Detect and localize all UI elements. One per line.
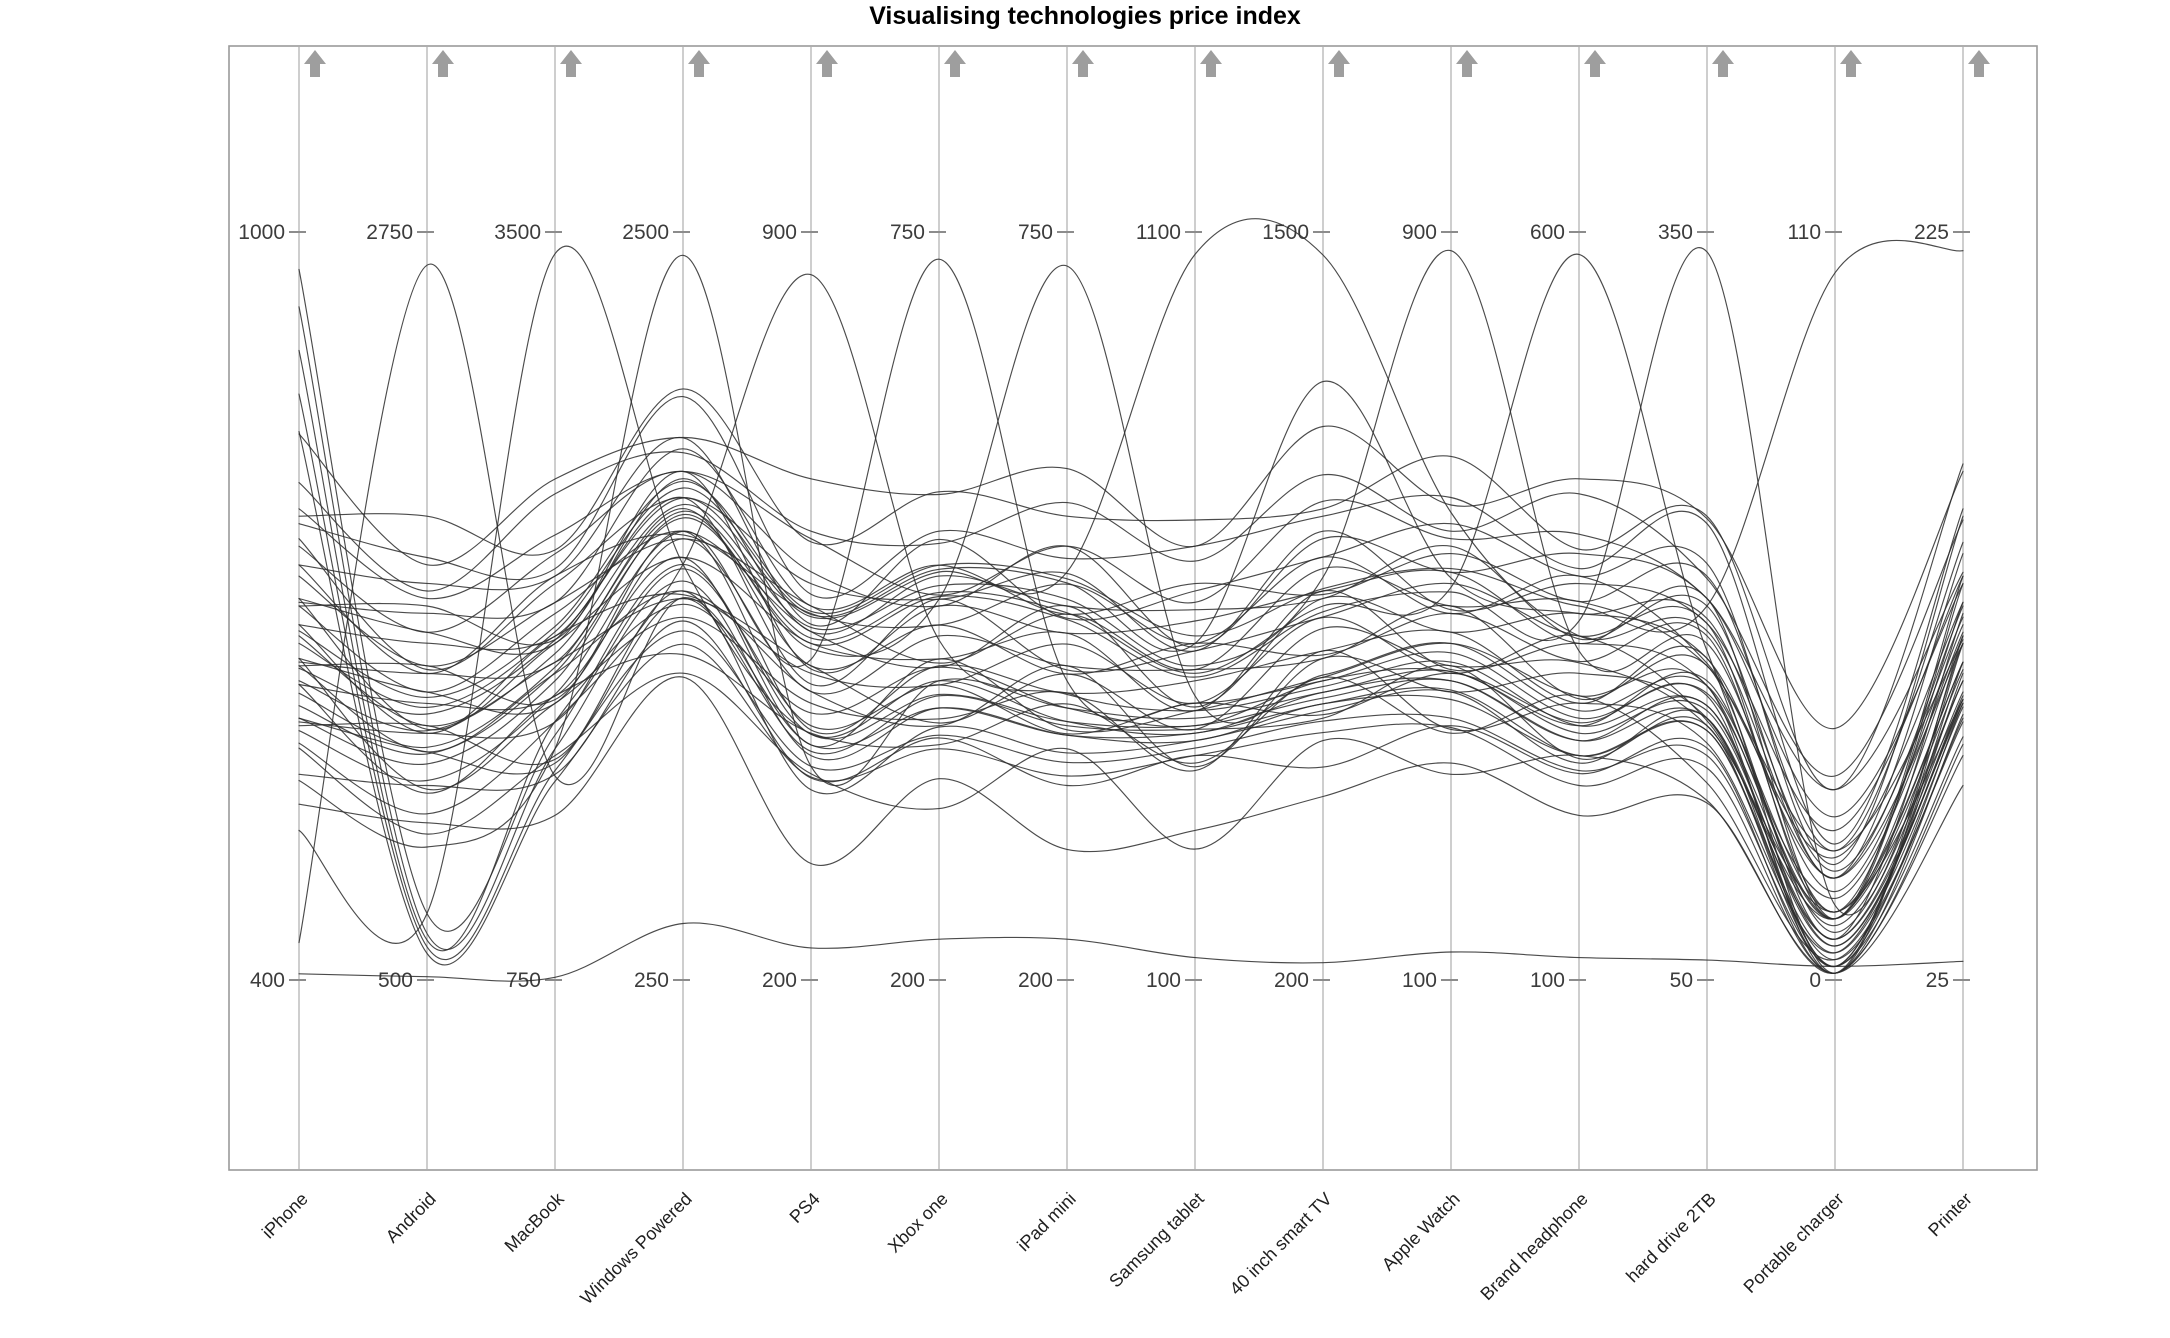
axis-min-label: 250 xyxy=(634,969,669,992)
axis-category-label: Windows Powered xyxy=(576,1189,696,1309)
axis-max-label: 110 xyxy=(1788,221,1821,244)
axis-max-label: 750 xyxy=(890,221,925,244)
axis-sort-up-arrow-icon[interactable] xyxy=(1840,50,1862,77)
axis-max-label: 2500 xyxy=(622,221,669,244)
series-line xyxy=(298,533,1964,859)
axis-sort-up-arrow-icon[interactable] xyxy=(944,50,966,77)
series-line xyxy=(298,388,1964,791)
axis-min-label: 200 xyxy=(1018,969,1053,992)
series-line xyxy=(298,396,1964,845)
series-line xyxy=(298,393,1964,967)
series-line xyxy=(298,676,1964,974)
axis-sort-up-arrow-icon[interactable] xyxy=(1200,50,1222,77)
axis-min-label: 200 xyxy=(890,969,925,992)
series-line xyxy=(298,497,1964,831)
axis-min-label: 25 xyxy=(1926,969,1949,992)
axis-sort-up-arrow-icon[interactable] xyxy=(688,50,710,77)
series-line xyxy=(298,470,1964,818)
series-line xyxy=(298,263,1964,954)
series-line xyxy=(298,380,1964,872)
axis-sort-up-arrow-icon[interactable] xyxy=(304,50,326,77)
series-line xyxy=(298,274,1964,927)
series-line xyxy=(298,451,1964,777)
plot-frame xyxy=(228,45,2038,1171)
axis-min-label: 200 xyxy=(762,969,797,992)
axis-sort-up-arrow-icon[interactable] xyxy=(1328,50,1350,77)
axis-max-label: 750 xyxy=(1018,221,1053,244)
axis-category-label: iPhone xyxy=(258,1189,312,1243)
axis-category-label: Apple Watch xyxy=(1378,1189,1464,1275)
axis-category-label: Printer xyxy=(1924,1189,1976,1241)
axis-min-label: 100 xyxy=(1146,969,1181,992)
axis-max-label: 900 xyxy=(762,221,797,244)
axis-sort-up-arrow-icon[interactable] xyxy=(1072,50,1094,77)
series-line xyxy=(298,247,1964,916)
series-line xyxy=(298,470,1964,920)
series-line xyxy=(298,425,1964,729)
axis-sort-up-arrow-icon[interactable] xyxy=(1584,50,1606,77)
series-line xyxy=(298,922,1964,982)
axis-max-label: 225 xyxy=(1914,221,1949,244)
series-line xyxy=(298,568,1964,967)
axis-category-label: Xbox one xyxy=(884,1189,952,1257)
axis-max-label: 900 xyxy=(1402,221,1437,244)
axis-category-label: Portable charger xyxy=(1740,1189,1848,1297)
series-line xyxy=(298,448,1964,852)
axis-sort-up-arrow-icon[interactable] xyxy=(1456,50,1478,77)
axis-sort-up-arrow-icon[interactable] xyxy=(1968,50,1990,77)
axis-min-label: 50 xyxy=(1670,969,1693,992)
axis-sort-up-arrow-icon[interactable] xyxy=(1712,50,1734,77)
series-line xyxy=(298,250,1964,893)
axis-category-label: Samsung tablet xyxy=(1105,1189,1208,1292)
axis-max-label: 3500 xyxy=(494,221,541,244)
axis-sort-up-arrow-icon[interactable] xyxy=(560,50,582,77)
chart-title: Visualising technologies price index xyxy=(869,2,1301,30)
axis-max-label: 1000 xyxy=(238,221,285,244)
axis-min-label: 200 xyxy=(1274,969,1309,992)
axis-max-label: 1100 xyxy=(1136,221,1181,244)
series-line xyxy=(298,218,1964,879)
series-line xyxy=(298,265,1964,913)
series-line xyxy=(298,245,1964,947)
axis-min-label: 400 xyxy=(250,969,285,992)
axis-category-label: hard drive 2TB xyxy=(1622,1189,1720,1287)
series-line xyxy=(298,258,1964,920)
series-line xyxy=(298,253,1964,899)
axis-min-label: 500 xyxy=(378,969,413,992)
axis-category-label: MacBook xyxy=(501,1188,569,1256)
axis-min-label: 0 xyxy=(1809,969,1821,992)
axis-category-label: 40 inch smart TV xyxy=(1226,1189,1336,1299)
axis-max-label: 350 xyxy=(1658,221,1693,244)
axis-max-label: 1500 xyxy=(1262,221,1309,244)
axis-category-label: PS4 xyxy=(786,1189,824,1227)
axis-min-label: 100 xyxy=(1530,969,1565,992)
axis-sort-up-arrow-icon[interactable] xyxy=(816,50,838,77)
axis-sort-up-arrow-icon[interactable] xyxy=(432,50,454,77)
series-line xyxy=(298,672,1964,974)
axis-category-label: iPad mini xyxy=(1013,1189,1079,1255)
axis-min-label: 100 xyxy=(1402,969,1437,992)
series-line xyxy=(298,508,1964,913)
series-line xyxy=(298,470,1964,791)
series-line xyxy=(298,306,1964,961)
series-line xyxy=(298,239,1964,698)
axis-max-label: 600 xyxy=(1530,221,1565,244)
axis-max-label: 2750 xyxy=(366,221,413,244)
series-line xyxy=(298,616,1964,954)
series-line xyxy=(298,430,1964,974)
axis-category-label: Android xyxy=(382,1189,440,1247)
axis-category-label: Brand headphone xyxy=(1476,1189,1591,1304)
